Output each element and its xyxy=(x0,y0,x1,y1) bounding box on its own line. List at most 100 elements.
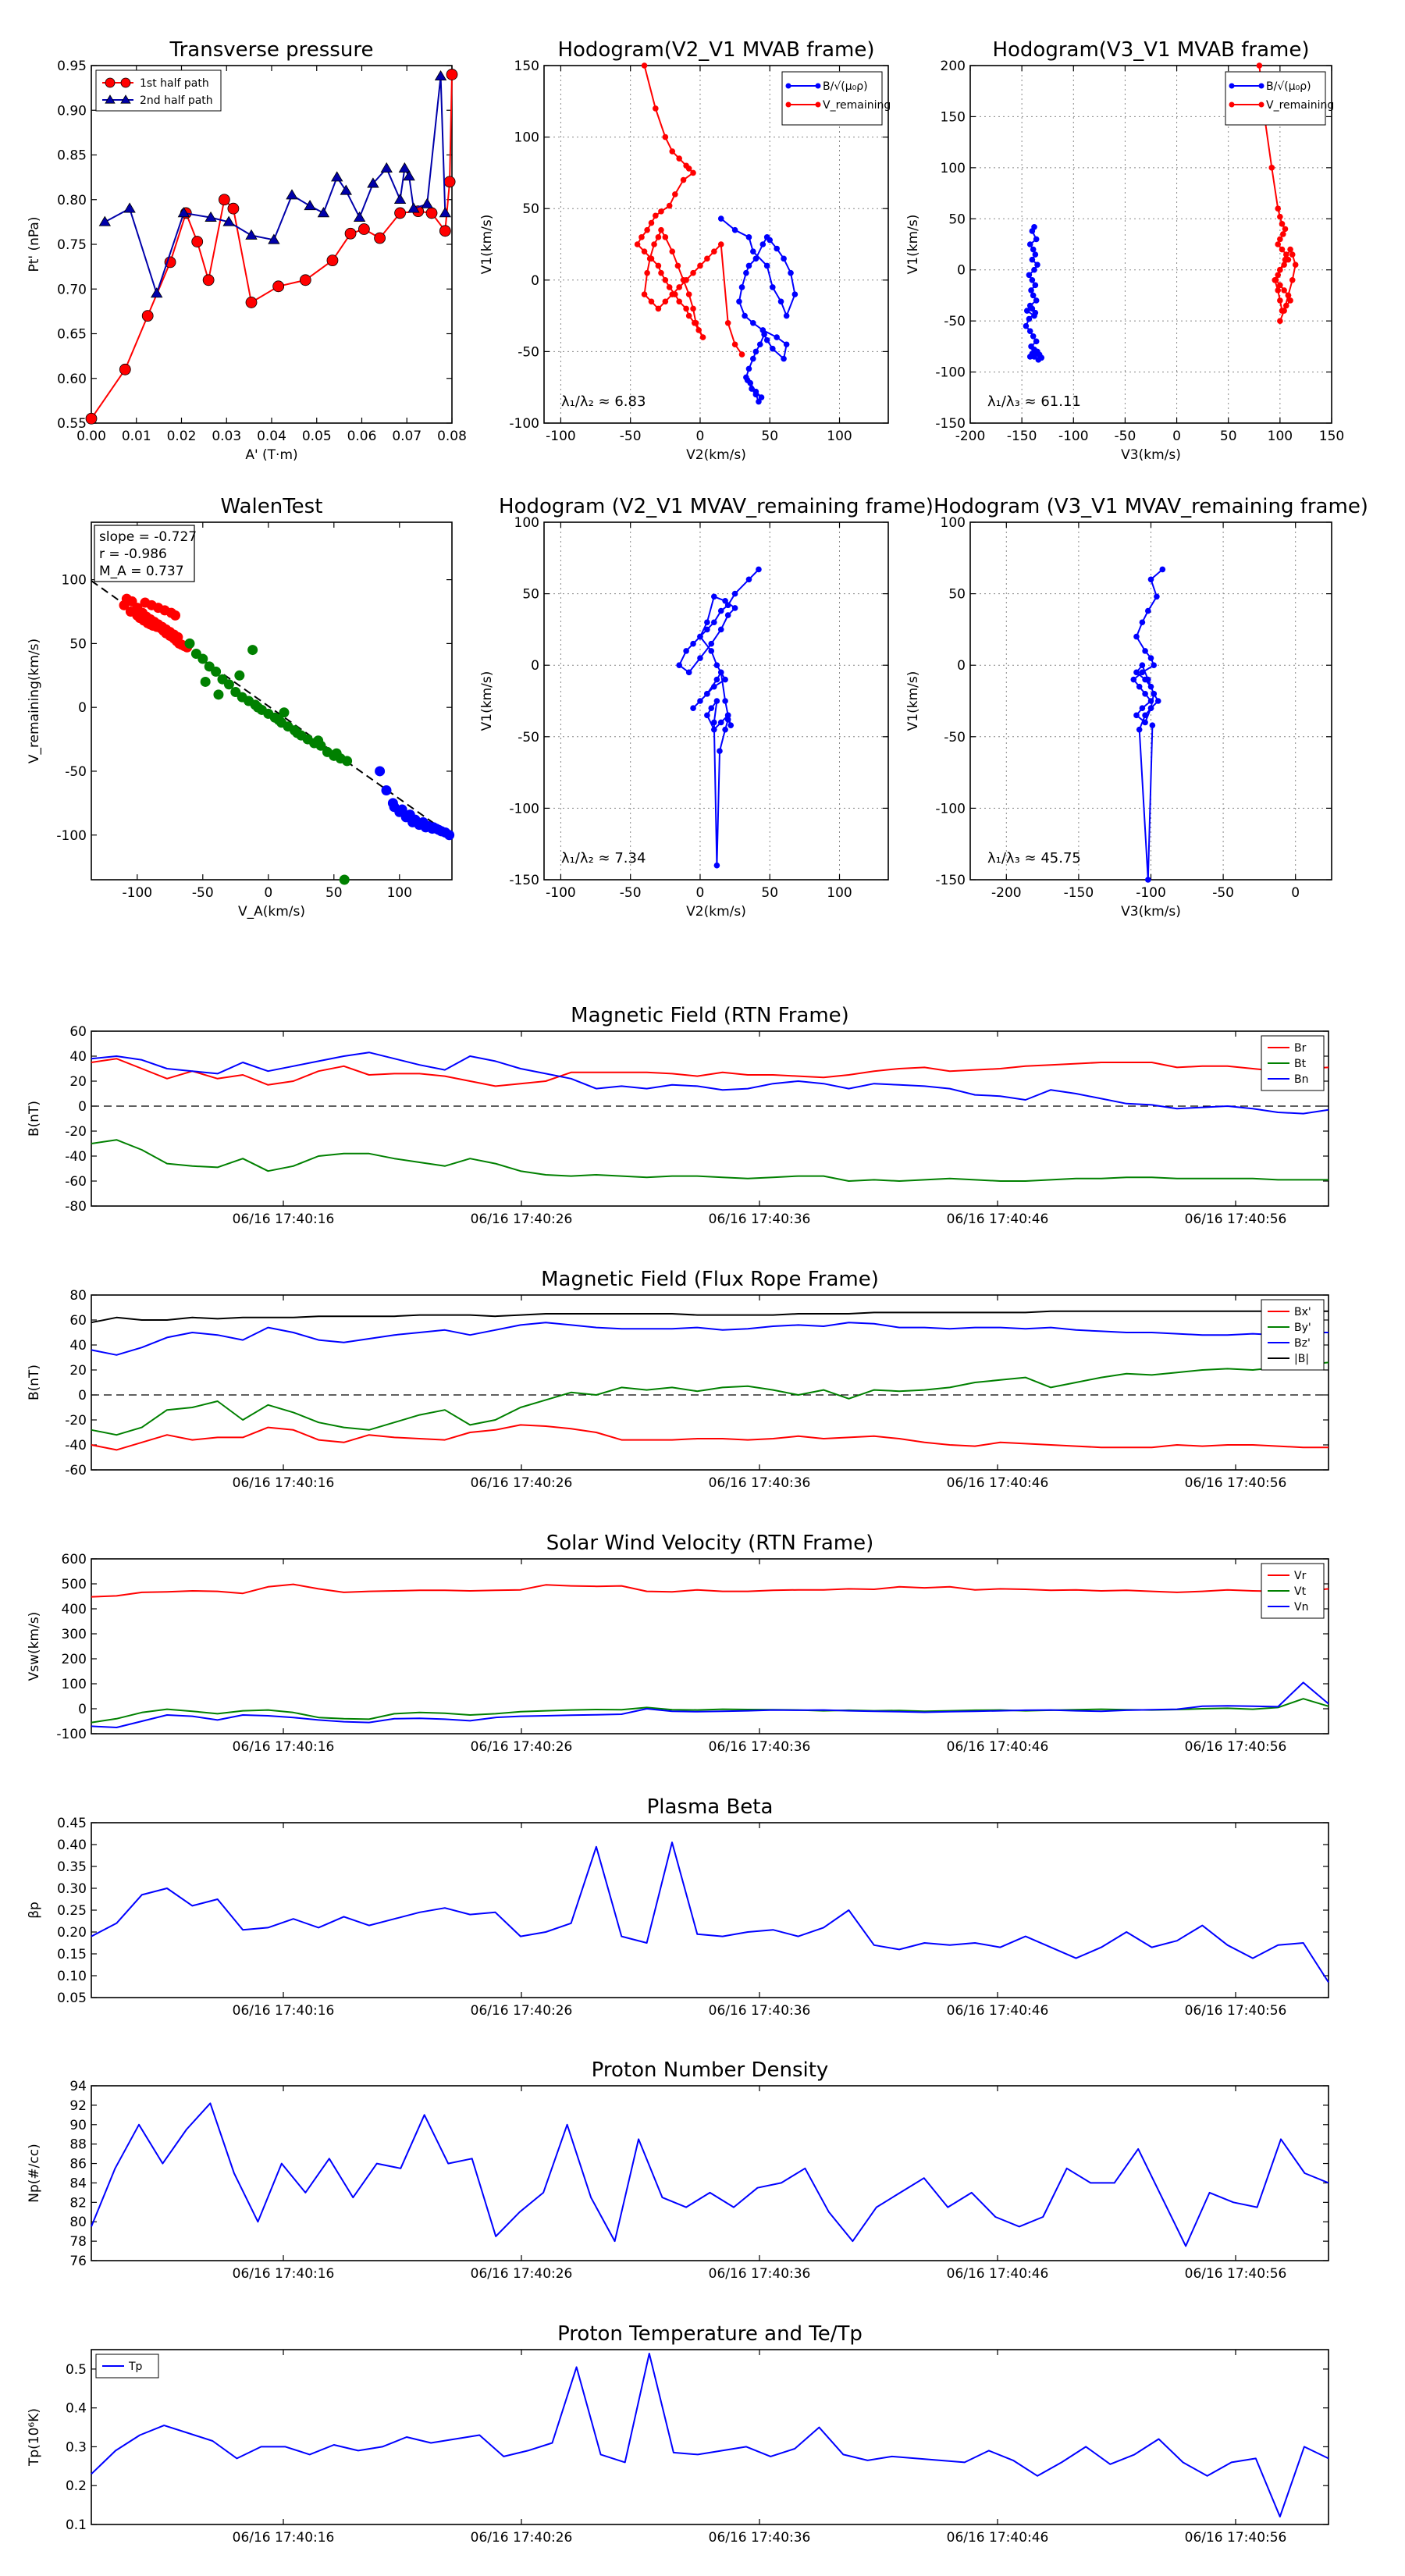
hodo4-point xyxy=(1142,712,1148,719)
bflux-legend-label: Bx' xyxy=(1294,1306,1311,1318)
bflux-xtick-label: 06/16 17:40:56 xyxy=(1185,1475,1287,1491)
bflux-ytick-label: -60 xyxy=(65,1463,87,1478)
hodo2-legend-marker xyxy=(1229,101,1235,108)
hodo3-point xyxy=(727,722,735,728)
bflux-ytick-label: -40 xyxy=(65,1438,87,1453)
hodo1-point xyxy=(648,219,655,226)
hodo3-point xyxy=(722,676,728,683)
walen-xtick-label: 0 xyxy=(264,885,272,901)
bflux-xtick-label: 06/16 17:40:36 xyxy=(709,1475,811,1491)
walen-point xyxy=(339,874,350,885)
hodo4-point xyxy=(1144,877,1151,883)
hodo3-point xyxy=(724,712,731,719)
hodo2-point xyxy=(1275,272,1282,279)
bfield-ytick-label: -40 xyxy=(65,1149,87,1165)
walen-ytick-label: -50 xyxy=(65,764,87,780)
tp-point xyxy=(434,69,447,81)
hodo3-point xyxy=(722,726,728,733)
tp-point xyxy=(85,412,98,425)
hodo1-point xyxy=(781,355,787,362)
hodo1-point xyxy=(788,269,794,276)
hodo3-point xyxy=(731,590,738,597)
hodo1-legend-label: V_remaining xyxy=(823,99,891,112)
vsw-legend-label: Vt xyxy=(1294,1585,1307,1598)
bflux-series-line-1 xyxy=(91,1361,1329,1436)
bfield-ytick-label: -60 xyxy=(65,1174,87,1190)
hodo4-point xyxy=(1147,655,1154,661)
bfield-ytick-label: 20 xyxy=(69,1074,87,1090)
vsw-legend-label: Vn xyxy=(1294,1601,1308,1614)
vsw-ytick-label: 400 xyxy=(62,1602,87,1617)
hodo4-point xyxy=(1147,683,1154,690)
vsw-plot-frame xyxy=(91,1558,1329,1735)
tp-point xyxy=(340,184,352,195)
hodo1-point xyxy=(669,248,676,254)
tp-point xyxy=(218,194,230,206)
tp-xtick-label: 0.08 xyxy=(437,429,467,444)
hodo4-point xyxy=(1151,691,1158,697)
tp-legend-label: 2nd half path xyxy=(140,94,213,107)
hodo2-point xyxy=(1026,272,1033,279)
hodo1-point xyxy=(658,208,664,215)
beta-ytick-label: 0.10 xyxy=(57,1969,87,1984)
bflux-ytick-label: 0 xyxy=(78,1388,87,1404)
hodo3-point xyxy=(690,705,696,711)
walen-point xyxy=(211,666,222,677)
walen-point xyxy=(342,756,353,767)
hodo1-point xyxy=(669,291,676,297)
hodo2-point xyxy=(1029,228,1036,234)
hodo4-point xyxy=(1139,705,1146,711)
tp-point xyxy=(421,197,433,208)
bfield-xtick-label: 06/16 17:40:16 xyxy=(233,1212,335,1227)
beta-ytick-label: 0.20 xyxy=(57,1925,87,1941)
hodo2-ytick-label: -50 xyxy=(944,314,966,329)
vsw-ytick-label: -100 xyxy=(56,1727,87,1742)
hodo2-ytick-label: 0 xyxy=(957,263,966,279)
tp-ytick-label: 0.75 xyxy=(57,237,87,253)
hodo1-point xyxy=(676,298,682,305)
bflux-title: Magnetic Field (Flux Rope Frame) xyxy=(541,1268,879,1291)
bfield-title: Magnetic Field (RTN Frame) xyxy=(571,1004,849,1027)
hodo1-legend-marker xyxy=(785,83,791,89)
hodo4-title: Hodogram (V3_V1 MVAV_remaining frame) xyxy=(934,495,1368,518)
walen-xtick-label: 100 xyxy=(387,885,412,901)
hodo3-ytick-label: -50 xyxy=(518,730,539,745)
hodo3-ytick-label: -150 xyxy=(509,873,539,888)
hodo1-point xyxy=(752,348,759,355)
hodo4-ytick-label: -50 xyxy=(944,730,966,745)
hodo3-point xyxy=(717,607,724,614)
hodo3-point xyxy=(722,597,728,604)
tp_temp-xtick-label: 06/16 17:40:46 xyxy=(947,2530,1049,2546)
np-title: Proton Number Density xyxy=(592,2058,829,2082)
hodo1-ytick-label: 0 xyxy=(531,273,539,289)
walen-point xyxy=(415,818,426,829)
tp-point xyxy=(353,211,366,222)
tp-point xyxy=(367,177,379,188)
hodo3-ytick-label: 50 xyxy=(522,587,539,603)
tp-point xyxy=(374,232,386,244)
hodo1-point xyxy=(690,269,696,276)
walen-ytick-label: -100 xyxy=(56,828,87,844)
tp-point xyxy=(177,207,190,218)
hodo1-legend-box xyxy=(781,71,883,126)
hodo2-point xyxy=(1030,333,1037,340)
hodo2-point xyxy=(1281,262,1287,268)
hodo1-point xyxy=(634,241,641,247)
hodo1-point xyxy=(763,336,770,343)
hodo3-xlabel: V2(km/s) xyxy=(686,904,746,920)
tp-legend-box xyxy=(95,69,222,112)
hodo3-xtick-label: -100 xyxy=(546,885,576,901)
hodo2-point xyxy=(1287,297,1293,304)
hodo2-ytick-label: -150 xyxy=(935,416,966,432)
hodo3-point xyxy=(756,566,762,573)
hodo4-ytick-label: 0 xyxy=(957,658,966,674)
vsw-ytick-label: 600 xyxy=(62,1552,87,1567)
hodo4-ytick-label: 50 xyxy=(948,587,966,603)
walen-stats-line: slope = -0.727 xyxy=(99,529,197,545)
walen-stats-box xyxy=(94,525,195,582)
hodo2-legend-marker xyxy=(1258,101,1264,108)
hodo2-point xyxy=(1279,221,1286,227)
hodo2-point xyxy=(1030,246,1037,253)
hodo1-point xyxy=(685,291,692,297)
